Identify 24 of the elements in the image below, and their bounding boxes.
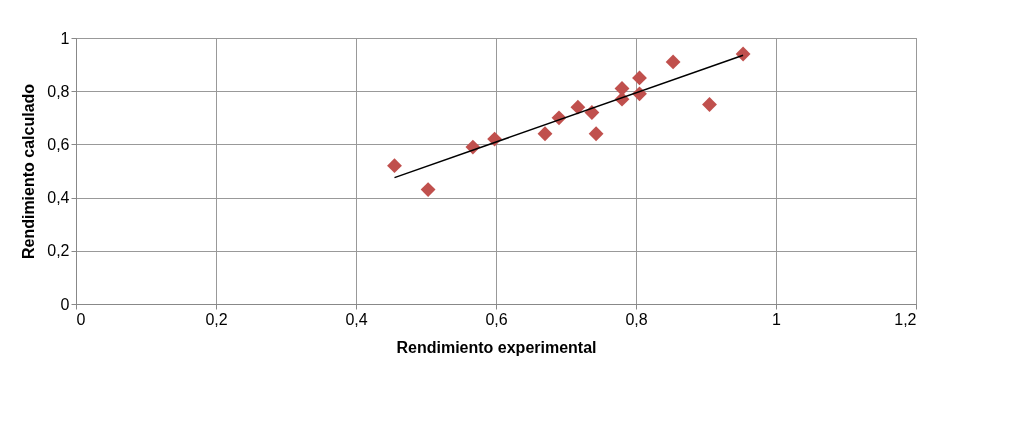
x-tick-label: 1 — [772, 310, 782, 328]
x-tick-label: 1,2 — [894, 310, 917, 328]
point — [588, 126, 604, 142]
x-axis-title: Rendimiento experimental — [396, 338, 597, 356]
point — [537, 126, 553, 142]
x-tick-label: 0,6 — [485, 310, 508, 328]
point — [387, 158, 402, 174]
point — [665, 54, 681, 70]
y-tick-label: 0,6 — [47, 135, 70, 153]
point — [632, 70, 647, 86]
y-tick-label: 1 — [60, 29, 70, 47]
point — [570, 99, 586, 115]
y-tick-label: 0,8 — [47, 82, 70, 100]
point — [735, 46, 751, 62]
y-axis-title: Rendimiento calculado — [20, 83, 38, 260]
point — [420, 182, 436, 198]
x-tick-label: 0,4 — [345, 310, 368, 328]
x-tick-label: 0,8 — [625, 310, 648, 328]
x-tick-label: 0 — [76, 310, 86, 328]
y-tick-label: 0,2 — [47, 242, 70, 260]
y-tick-label: 0,4 — [47, 189, 70, 207]
point — [702, 97, 717, 112]
x-tick-label: 0,2 — [205, 310, 228, 328]
y-tick-label: 0 — [60, 295, 70, 313]
